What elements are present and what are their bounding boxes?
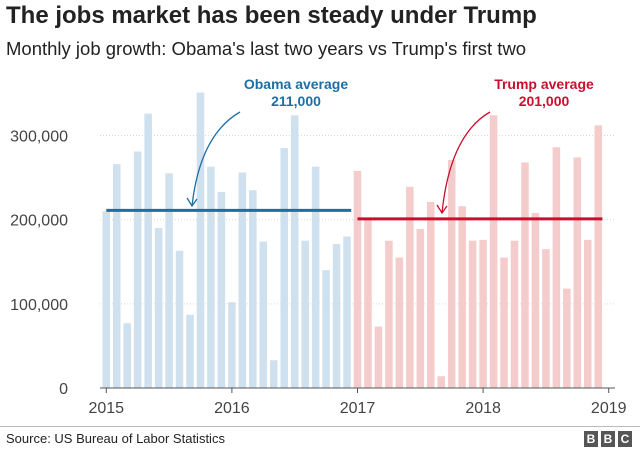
bar [238,172,247,388]
bar [364,219,372,388]
chart-title: The jobs market has been steady under Tr… [6,2,537,29]
bar [468,240,477,388]
y-tick-label: 100,000 [10,297,68,314]
bar [427,201,435,388]
average-annotation-value: 201,000 [519,93,570,109]
bar [196,92,205,388]
bar [406,186,414,388]
bar [510,240,519,388]
bar [479,239,487,388]
bar [133,151,142,388]
bar [563,288,571,388]
bar [552,147,561,388]
bar [489,115,498,389]
bar [301,240,309,388]
bar [343,236,351,388]
source-note: Source: US Bureau of Labor Statistics [6,431,225,446]
x-tick-label: 2018 [465,400,501,417]
bar [573,157,582,388]
average-annotation-label: Trump average [494,76,594,92]
bar [280,148,288,388]
bar [186,314,194,388]
x-tick-label: 2015 [88,400,124,417]
logo-letter: B [601,431,615,447]
bar [521,162,529,388]
bar [447,159,456,388]
bar [374,326,383,388]
annotation-arrowhead [186,197,198,208]
bar [594,125,603,389]
bar [437,376,446,388]
bar [259,241,268,388]
bar [584,239,592,388]
bar [322,270,330,388]
job-growth-bar-chart: 0 100,000 200,000 300,000 2015 2016 2017 2018 20… [10,76,627,417]
annotation-arrow [191,111,241,207]
x-tick-label: 2019 [591,400,627,417]
bbc-logo: B B C [584,431,632,447]
bar [154,228,163,388]
logo-letter: C [618,431,632,447]
bar [395,257,404,388]
bar [144,113,152,388]
y-tick-label: 300,000 [10,129,68,146]
bar [175,250,184,388]
x-tick-label: 2016 [214,400,250,417]
logo-letter: B [584,431,598,447]
bar [249,190,257,388]
bar [165,173,173,388]
bar [123,323,131,388]
annotation-arrowhead [436,204,448,215]
bar [228,302,236,388]
bar [311,166,320,388]
bar [332,244,341,388]
bar [217,191,226,388]
bar [531,212,540,388]
bar [207,166,215,388]
y-tick-label: 0 [59,381,68,398]
bar [102,211,111,388]
bar [290,115,299,389]
bar [542,249,550,388]
bar [416,228,425,388]
annotation-arrow [441,111,491,214]
footer-divider [0,426,640,427]
bar [269,360,278,388]
y-tick-label: 200,000 [10,213,68,230]
bar [353,170,362,388]
x-tick-label: 2017 [340,400,376,417]
bar [112,164,121,388]
bar [500,257,508,388]
average-annotation-value: 211,000 [271,93,321,109]
bar [385,240,393,388]
bar [458,206,466,388]
average-annotation-label: Obama average [244,76,348,92]
chart-subtitle: Monthly job growth: Obama's last two yea… [6,38,527,59]
